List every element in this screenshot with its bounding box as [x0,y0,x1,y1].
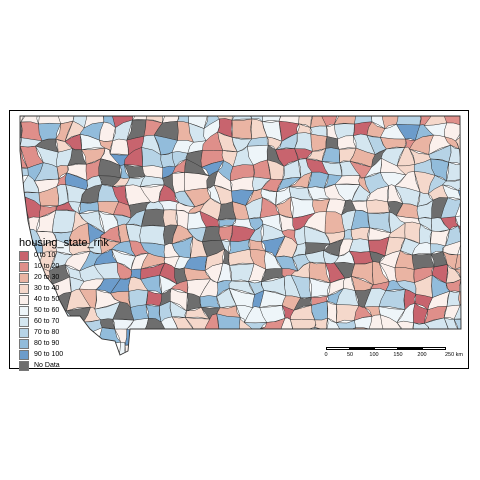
district-region [448,144,461,165]
district-region [303,327,331,349]
district-region [445,264,461,284]
district-region [442,184,461,200]
district-region [139,225,166,246]
district-region [350,227,370,241]
district-region [314,317,328,333]
legend-swatch [19,284,29,294]
district-region [366,199,390,214]
legend-title: housing_state_rnk [19,237,109,249]
district-region [458,291,461,309]
district-region [396,116,421,126]
district-region [457,188,461,200]
legend-label: 60 to 70 [34,318,60,325]
map-frame: housing_state_rnk 0 to 10 10 to 20 20 to 3… [9,110,469,372]
district-region [394,267,415,283]
district-region [141,208,166,227]
legend-label: 30 to 40 [34,285,60,292]
scale-segment [374,347,398,350]
district-region [351,327,376,348]
district-region [333,116,359,125]
legend-swatch [19,273,29,283]
legend-label: No Data [34,362,60,369]
district-region [109,138,129,156]
district-region [161,116,179,124]
district-region [335,320,356,337]
state-boundary [19,115,462,356]
district-region [259,327,280,349]
district-region [445,225,461,247]
legend-label: 0 to 10 [34,252,56,259]
district-region [130,304,149,321]
scale-tick-label: 0 [324,352,328,358]
legend-swatch [19,295,29,305]
legend-item: 0 to 10 [19,251,129,262]
scale-segment [326,347,350,350]
legend-swatch [19,317,29,327]
legend-item: 10 to 20 [19,262,129,273]
legend-item: 80 to 90 [19,339,129,350]
district-layer [20,116,461,355]
legend-item: No Data [19,361,129,372]
district-region [131,116,148,121]
district-region [337,135,357,150]
legend-item: 70 to 80 [19,328,129,339]
district-region [162,209,178,227]
scale-tick-label: 200 [417,352,427,358]
legend-item: 40 to 50 [19,295,129,306]
legend-item: 30 to 40 [19,284,129,295]
district-region [20,183,26,204]
legend-item: 90 to 100 [19,350,129,361]
scale-tick-label: 100 [369,352,379,358]
scale-tick-label: 50 [346,352,354,358]
district-region [453,304,461,320]
legend-swatch [19,262,29,272]
scale-bar: 0 50 100 150 200 250 km [324,347,466,367]
district-region [231,118,253,140]
legend-item: 50 to 60 [19,306,129,317]
legend-swatch [19,328,29,338]
district-region [454,210,461,230]
legend-swatch [19,350,29,360]
legend-label: 90 to 100 [34,351,64,358]
district-region [446,161,461,182]
district-region [453,317,461,332]
scale-segment [350,347,374,350]
legend-swatch [19,251,29,261]
district-region [454,264,461,280]
scale-tick-label: 150 [393,352,403,358]
legend-swatch [19,339,29,349]
legend-label: 10 to 20 [34,263,60,270]
legend-item: 20 to 30 [19,273,129,284]
district-region [368,328,389,348]
scale-segment [422,347,446,350]
district-region [52,209,76,233]
choropleth-map [19,115,462,356]
scale-segment [398,347,422,350]
legend-swatch [19,361,29,371]
district-region [290,318,317,335]
district-region [20,167,30,177]
legend-label: 40 to 50 [34,296,60,303]
legend-label: 50 to 60 [34,307,60,314]
district-region [218,225,233,242]
district-region [172,172,186,194]
district-region [443,116,461,127]
legend-label: 20 to 30 [34,274,60,281]
scale-tick-label: 250 km [444,352,464,358]
district-region [37,116,61,125]
legend-label: 80 to 90 [34,340,60,347]
legend-item: 60 to 70 [19,317,129,328]
legend-swatch [19,306,29,316]
legend-label: 70 to 80 [34,329,60,336]
